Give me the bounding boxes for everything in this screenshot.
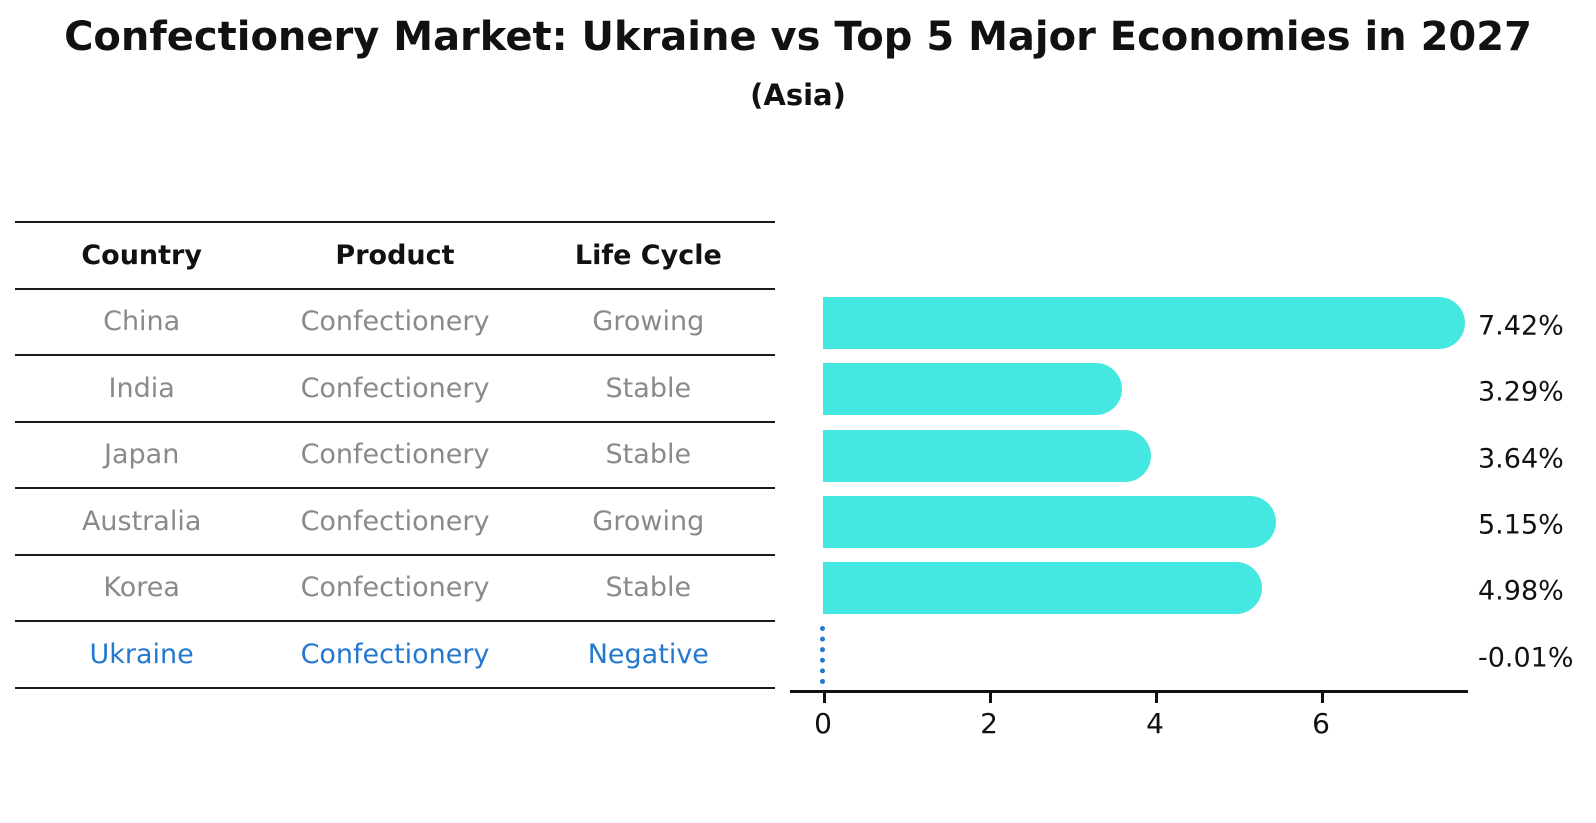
- x-axis-tick-label: 6: [1312, 707, 1330, 740]
- table-row: Australia Confectionery Growing: [15, 489, 775, 556]
- bar-value-label: 5.15%: [1478, 509, 1564, 541]
- bar-japan: [823, 429, 1152, 482]
- cell-product: Confectionery: [300, 505, 490, 537]
- column-header-life-cycle: Life Cycle: [574, 239, 722, 271]
- cell-country: Australia: [81, 505, 202, 537]
- cell-life-cycle: Growing: [592, 306, 705, 338]
- cell-country: India: [108, 372, 175, 404]
- zero-value-marker-ukraine: [820, 625, 826, 684]
- x-axis-tick-label: 0: [814, 707, 832, 740]
- x-axis-tick: [1155, 693, 1158, 703]
- table-header-row: Country Product Life Cycle: [15, 223, 775, 290]
- cell-life-cycle: Stable: [605, 572, 692, 604]
- bar-australia: [823, 495, 1277, 548]
- cell-product: Confectionery: [300, 638, 490, 670]
- bar-value-label: 3.29%: [1478, 376, 1564, 408]
- table-row-ukraine: Ukraine Confectionery Negative: [15, 622, 775, 689]
- cell-life-cycle: Negative: [587, 638, 709, 670]
- x-axis-tick: [989, 693, 992, 703]
- chart-title: Confectionery Market: Ukraine vs Top 5 M…: [64, 14, 1532, 60]
- x-axis-tick: [1321, 693, 1324, 703]
- bar-value-label: 4.98%: [1478, 575, 1564, 607]
- chart-subtitle: (Asia): [750, 78, 846, 112]
- bar-value-label: 3.64%: [1478, 443, 1564, 475]
- table-row: India Confectionery Stable: [15, 356, 775, 423]
- column-header-product: Product: [335, 239, 455, 271]
- column-header-country: Country: [81, 239, 202, 271]
- cell-life-cycle: Stable: [605, 372, 692, 404]
- cell-country: Ukraine: [89, 638, 194, 670]
- bar-korea: [823, 562, 1263, 615]
- table-row: China Confectionery Growing: [15, 290, 775, 356]
- cell-product: Confectionery: [300, 572, 490, 604]
- x-axis-tick: [823, 693, 826, 703]
- cell-life-cycle: Stable: [605, 439, 692, 471]
- x-axis-line: [790, 690, 1468, 693]
- cell-country: Japan: [104, 439, 180, 471]
- cell-product: Confectionery: [300, 372, 490, 404]
- cell-country: Korea: [103, 572, 180, 604]
- bar-value-label: 7.42%: [1478, 310, 1564, 342]
- x-axis-tick-label: 4: [1146, 707, 1164, 740]
- bar-india: [823, 363, 1123, 416]
- country-table: Country Product Life Cycle China Confect…: [15, 221, 775, 689]
- cell-country: China: [103, 306, 181, 338]
- cell-product: Confectionery: [300, 439, 490, 471]
- cell-product: Confectionery: [300, 306, 490, 338]
- cell-life-cycle: Growing: [592, 505, 705, 537]
- table-row: Japan Confectionery Stable: [15, 423, 775, 489]
- bar-china: [823, 297, 1465, 349]
- bar-value-label: -0.01%: [1478, 642, 1574, 673]
- table-row: Korea Confectionery Stable: [15, 556, 775, 622]
- x-axis-tick-label: 2: [980, 707, 998, 740]
